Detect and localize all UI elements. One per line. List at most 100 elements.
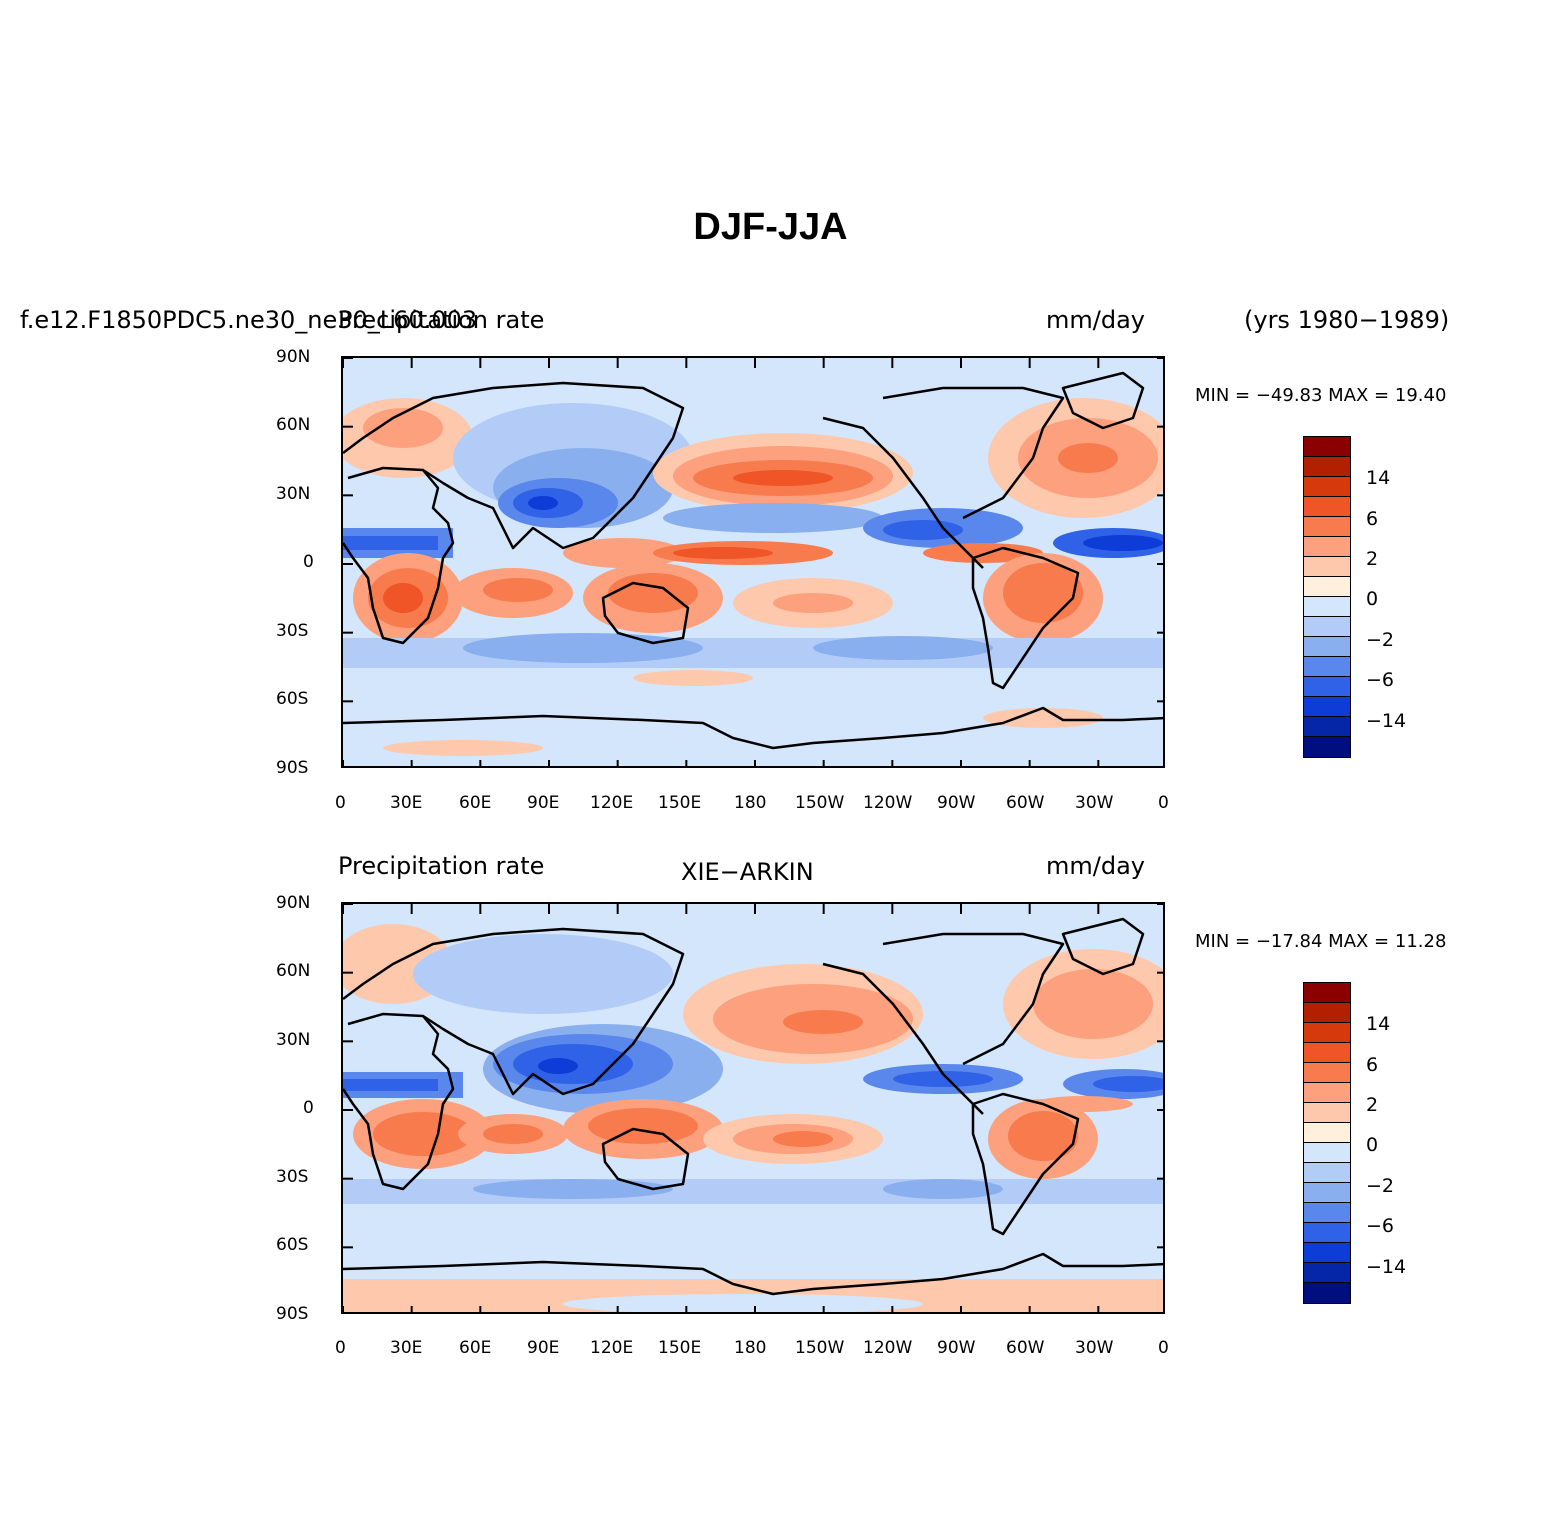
colorbar-cell xyxy=(1304,1283,1350,1303)
panel2-units: mm/day xyxy=(1046,852,1145,880)
panel1-ytick: 90N xyxy=(276,347,311,367)
panel1-years: (yrs 1980−1989) xyxy=(1244,306,1450,334)
colorbar-cell xyxy=(1304,717,1350,737)
panel2-ytick: 30S xyxy=(276,1167,309,1187)
panel2-ytick: 0 xyxy=(303,1098,314,1118)
panel1-colorbar-label: 0 xyxy=(1366,588,1379,610)
colorbar-cell xyxy=(1304,677,1350,697)
colorbar-cell xyxy=(1304,477,1350,497)
panel1-xtick: 0 xyxy=(335,793,346,813)
panel2-ytick: 60N xyxy=(276,961,311,981)
colorbar-cell xyxy=(1304,557,1350,577)
panel2-xtick: 30W xyxy=(1075,1338,1114,1358)
colorbar-cell xyxy=(1304,597,1350,617)
panel2-colorbar-label: 0 xyxy=(1366,1134,1379,1156)
panel1-ytick: 30N xyxy=(276,484,311,504)
panel2-colorbar-label: 6 xyxy=(1366,1054,1379,1076)
panel2-source: XIE−ARKIN xyxy=(681,858,814,886)
panel1-xtick: 120W xyxy=(863,793,913,813)
colorbar-cell xyxy=(1304,983,1350,1003)
figure-title: DJF-JJA xyxy=(693,206,848,248)
panel1-xtick: 90E xyxy=(527,793,560,813)
colorbar-cell xyxy=(1304,497,1350,517)
panel2-ytick: 60S xyxy=(276,1235,309,1255)
panel1-xtick: 60E xyxy=(459,793,492,813)
panel1-min-max: MIN = −49.83 MAX = 19.40 xyxy=(1195,385,1447,406)
colorbar-cell xyxy=(1304,1083,1350,1103)
panel1-ytick: 90S xyxy=(276,758,309,778)
panel2-contour-field xyxy=(343,904,1163,1312)
panel2-xtick: 180 xyxy=(734,1338,767,1358)
colorbar-cell xyxy=(1304,637,1350,657)
panel1-ytick: 60S xyxy=(276,689,309,709)
colorbar-cell xyxy=(1304,1183,1350,1203)
colorbar-cell xyxy=(1304,737,1350,757)
panel2-ytick: 90S xyxy=(276,1304,309,1324)
panel2-min-max: MIN = −17.84 MAX = 11.28 xyxy=(1195,931,1447,952)
panel1-colorbar-label: −6 xyxy=(1366,669,1395,691)
panel2-ytick: 30N xyxy=(276,1030,311,1050)
panel2-colorbar-label: 2 xyxy=(1366,1094,1379,1116)
colorbar-cell xyxy=(1304,457,1350,477)
panel2-xtick: 0 xyxy=(1158,1338,1169,1358)
colorbar-cell xyxy=(1304,1203,1350,1223)
panel1-xtick: 150E xyxy=(658,793,702,813)
colorbar-cell xyxy=(1304,1263,1350,1283)
colorbar-cell xyxy=(1304,577,1350,597)
colorbar-cell xyxy=(1304,537,1350,557)
panel2-xtick: 90W xyxy=(937,1338,976,1358)
panel2-xtick: 120W xyxy=(863,1338,913,1358)
colorbar-cell xyxy=(1304,1023,1350,1043)
panel1-xtick: 180 xyxy=(734,793,767,813)
colorbar-cell xyxy=(1304,437,1350,457)
panel1-ytick: 30S xyxy=(276,621,309,641)
panel2-xtick: 60W xyxy=(1006,1338,1045,1358)
panel2-ytick: 90N xyxy=(276,893,311,913)
panel2-map xyxy=(341,902,1165,1314)
colorbar-cell xyxy=(1304,1063,1350,1083)
panel2-xtick: 90E xyxy=(527,1338,560,1358)
panel2-colorbar-label: 14 xyxy=(1366,1013,1391,1035)
colorbar-cell xyxy=(1304,1003,1350,1023)
panel2-colorbar-label: −6 xyxy=(1366,1215,1395,1237)
colorbar-cell xyxy=(1304,1243,1350,1263)
panel2-xtick: 0 xyxy=(335,1338,346,1358)
panel2-xtick: 120E xyxy=(590,1338,634,1358)
colorbar-cell xyxy=(1304,1163,1350,1183)
panel1-colorbar-label: 6 xyxy=(1366,508,1379,530)
panel1-map xyxy=(341,356,1165,768)
colorbar-cell xyxy=(1304,1043,1350,1063)
panel1-xtick: 90W xyxy=(937,793,976,813)
colorbar-cell xyxy=(1304,657,1350,677)
colorbar-cell xyxy=(1304,697,1350,717)
panel1-colorbar-label: 2 xyxy=(1366,548,1379,570)
panel2-xtick: 150W xyxy=(795,1338,845,1358)
panel1-xtick: 60W xyxy=(1006,793,1045,813)
panel1-ytick: 60N xyxy=(276,415,311,435)
panel1-xtick: 30E xyxy=(390,793,423,813)
panel1-xtick: 30W xyxy=(1075,793,1114,813)
panel1-colorbar-label: −14 xyxy=(1366,710,1407,732)
colorbar-cell xyxy=(1304,1223,1350,1243)
colorbar-cell xyxy=(1304,1143,1350,1163)
panel2-variable: Precipitation rate xyxy=(338,852,545,880)
panel2-colorbar xyxy=(1303,982,1351,1304)
panel1-variable: Precipitation rate xyxy=(338,306,545,334)
panel1-case-name: f.e12.F1850PDC5.ne30_ne30_L60.003 xyxy=(20,306,478,334)
panel1-ytick: 0 xyxy=(303,552,314,572)
panel1-xtick: 150W xyxy=(795,793,845,813)
panel2-xtick: 60E xyxy=(459,1338,492,1358)
colorbar-cell xyxy=(1304,1123,1350,1143)
panel1-xtick: 120E xyxy=(590,793,634,813)
colorbar-cell xyxy=(1304,517,1350,537)
panel1-colorbar xyxy=(1303,436,1351,758)
colorbar-cell xyxy=(1304,1103,1350,1123)
panel1-xtick: 0 xyxy=(1158,793,1169,813)
panel1-contour-field xyxy=(343,358,1163,766)
panel2-xtick: 150E xyxy=(658,1338,702,1358)
panel2-xtick: 30E xyxy=(390,1338,423,1358)
panel2-colorbar-label: −2 xyxy=(1366,1175,1395,1197)
panel1-units: mm/day xyxy=(1046,306,1145,334)
panel1-colorbar-label: −2 xyxy=(1366,629,1395,651)
panel1-colorbar-label: 14 xyxy=(1366,467,1391,489)
